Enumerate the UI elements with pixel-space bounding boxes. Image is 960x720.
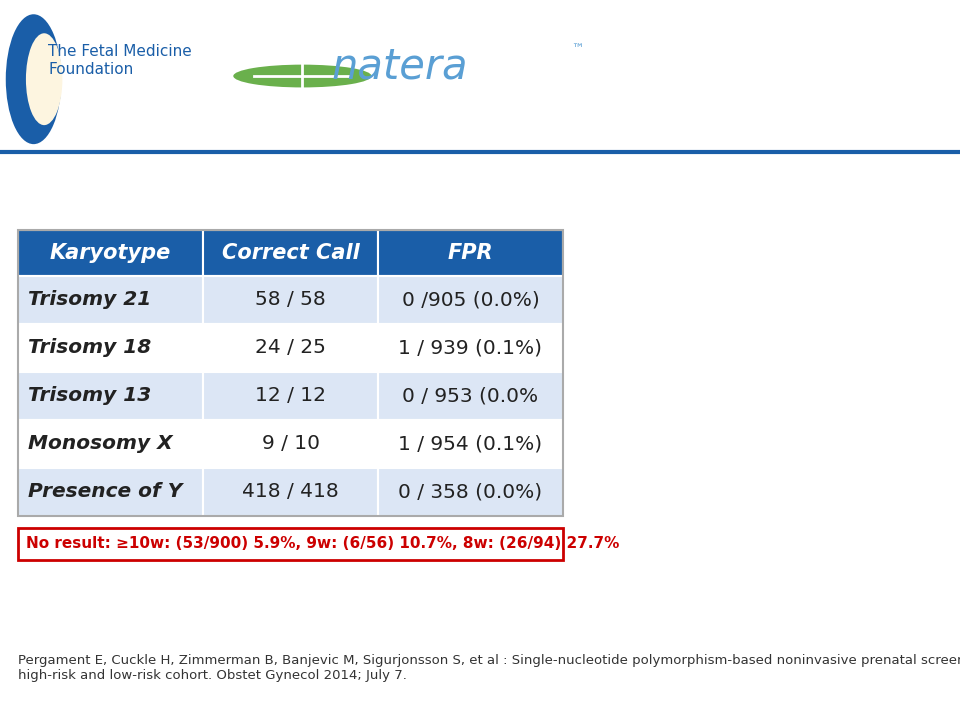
Text: FPR: FPR [447,243,493,263]
Circle shape [233,65,372,87]
Text: Trisomy 18: Trisomy 18 [28,338,152,357]
Text: 24 / 25: 24 / 25 [255,338,326,357]
FancyBboxPatch shape [378,420,563,468]
FancyBboxPatch shape [18,230,203,276]
Text: The Fetal Medicine
Foundation: The Fetal Medicine Foundation [48,45,192,77]
FancyBboxPatch shape [203,324,378,372]
Text: natera: natera [331,45,468,88]
Text: Trisomy 21: Trisomy 21 [28,290,152,310]
Ellipse shape [26,33,62,125]
Text: 0 / 953 (0.0%: 0 / 953 (0.0% [402,387,539,405]
FancyBboxPatch shape [203,276,378,324]
FancyBboxPatch shape [18,324,203,372]
FancyBboxPatch shape [18,420,203,468]
Text: 0 /905 (0.0%): 0 /905 (0.0%) [401,290,540,310]
FancyBboxPatch shape [18,528,563,560]
FancyBboxPatch shape [378,324,563,372]
Text: 58 / 58: 58 / 58 [255,290,325,310]
FancyBboxPatch shape [378,276,563,324]
FancyBboxPatch shape [203,420,378,468]
Text: Cell-free fetal DNA in maternal blood: 1,051 singleton pregnancies: Cell-free fetal DNA in maternal blood: 1… [12,166,690,184]
Text: Presence of Y: Presence of Y [28,482,182,501]
Text: 9 / 10: 9 / 10 [261,434,320,454]
Text: 418 / 418: 418 / 418 [242,482,339,501]
Text: 1 / 954 (0.1%): 1 / 954 (0.1%) [398,434,542,454]
Text: Trisomy 13: Trisomy 13 [28,387,152,405]
Text: Monosomy X: Monosomy X [28,434,173,454]
FancyBboxPatch shape [378,372,563,420]
Text: ™: ™ [571,42,584,55]
FancyBboxPatch shape [203,468,378,516]
Ellipse shape [6,14,61,144]
FancyBboxPatch shape [18,276,203,324]
Text: 0 / 358 (0.0%): 0 / 358 (0.0%) [398,482,542,501]
Text: Karyotype: Karyotype [50,243,171,263]
FancyBboxPatch shape [203,372,378,420]
Text: Correct Call: Correct Call [222,243,359,263]
Text: 1 / 939 (0.1%): 1 / 939 (0.1%) [398,338,542,357]
FancyBboxPatch shape [18,372,203,420]
FancyBboxPatch shape [378,468,563,516]
FancyBboxPatch shape [378,230,563,276]
FancyBboxPatch shape [18,468,203,516]
Text: Pergament E, Cuckle H, Zimmerman B, Banjevic M, Sigurjonsson S, et al : Single-n: Pergament E, Cuckle H, Zimmerman B, Banj… [18,654,960,682]
FancyBboxPatch shape [203,230,378,276]
Text: 12 / 12: 12 / 12 [255,387,326,405]
Text: No result: ≥10w: (53/900) 5.9%, 9w: (6/56) 10.7%, 8w: (26/94) 27.7%: No result: ≥10w: (53/900) 5.9%, 9w: (6/5… [26,536,619,552]
